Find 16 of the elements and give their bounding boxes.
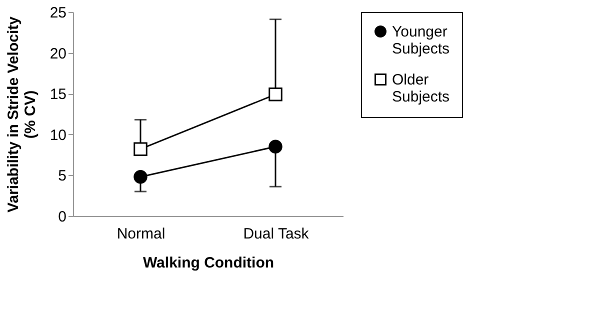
x-tick-label: Dual Task (243, 226, 310, 242)
y-tick-label: 5 (58, 168, 66, 185)
x-axis-title: Walking Condition (142, 254, 274, 272)
point (268, 140, 282, 154)
point (268, 88, 282, 102)
y-tick-label: 10 (50, 126, 66, 144)
point (134, 142, 148, 156)
y-tick-label: 25 (50, 4, 66, 22)
y-axis-title: Variability in Stride Velocity (% CV) (4, 16, 39, 212)
x-tick-label: Normal (116, 226, 166, 242)
y-tick-label: 15 (50, 86, 66, 104)
y-tick-label: 0 (58, 208, 66, 226)
point (134, 170, 148, 184)
y-tick-label: 20 (50, 45, 66, 62)
legend-label: Older Subjects (392, 72, 450, 106)
legend-label: Younger Subjects (392, 24, 450, 58)
